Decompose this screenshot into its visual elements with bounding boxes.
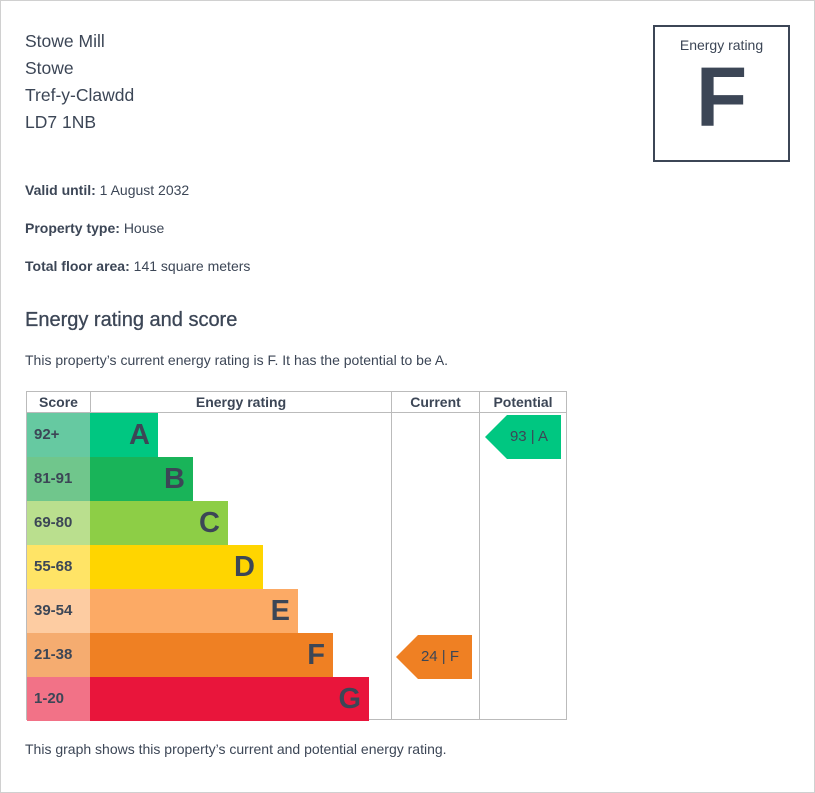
potential-rating-arrow: 93 | A xyxy=(485,415,561,459)
address-line: Stowe Mill xyxy=(25,31,105,51)
band-bar: E xyxy=(90,589,298,633)
detail-value: 1 August 2032 xyxy=(99,182,190,198)
detail-label: Total floor area: xyxy=(25,258,130,274)
detail-label: Valid until: xyxy=(25,182,96,198)
energy-rating-table: Score Energy rating Current Potential 92… xyxy=(26,391,567,721)
caption: This graph shows this property’s current… xyxy=(25,741,447,757)
band-bar: F xyxy=(90,633,333,677)
address-line: Stowe xyxy=(25,58,74,78)
header-current: Current xyxy=(392,392,479,413)
detail-label: Property type: xyxy=(25,220,120,236)
band-bar: A xyxy=(90,413,158,457)
header-score: Score xyxy=(27,392,90,413)
energy-rating-box: Energy rating F xyxy=(653,25,790,162)
divider xyxy=(90,392,91,413)
band-score: 69-80 xyxy=(27,501,90,545)
band-bar: C xyxy=(90,501,228,545)
band-score: 92+ xyxy=(27,413,90,457)
band-bar: B xyxy=(90,457,193,501)
divider xyxy=(479,392,480,719)
property-type: Property type: House xyxy=(25,220,164,236)
address: Stowe Mill Stowe Tref-y-Clawdd LD7 1NB xyxy=(25,28,134,136)
address-line: Tref-y-Clawdd xyxy=(25,85,135,105)
current-rating-arrow: 24 | F xyxy=(396,635,472,679)
band-score: 39-54 xyxy=(27,589,90,633)
band-score: 1-20 xyxy=(27,677,90,721)
section-title: Energy rating and score xyxy=(25,309,238,331)
detail-value: House xyxy=(123,220,165,236)
band-bar: G xyxy=(90,677,369,721)
header-energy-rating: Energy rating xyxy=(91,392,391,413)
band-score: 21-38 xyxy=(27,633,90,677)
floor-area: Total floor area: 141 square meters xyxy=(25,258,250,274)
energy-rating-value: F xyxy=(695,50,748,144)
band-bar: D xyxy=(90,545,263,589)
band-score: 81-91 xyxy=(27,457,90,501)
divider xyxy=(391,392,392,719)
band-score: 55-68 xyxy=(27,545,90,589)
detail-value: 141 square meters xyxy=(133,258,251,274)
valid-until: Valid until: 1 August 2032 xyxy=(25,182,189,198)
header-potential: Potential xyxy=(480,392,566,413)
energy-rating-label: Energy rating xyxy=(679,37,764,53)
address-line: LD7 1NB xyxy=(25,112,97,132)
summary-text: This property’s current energy rating is… xyxy=(25,352,449,368)
